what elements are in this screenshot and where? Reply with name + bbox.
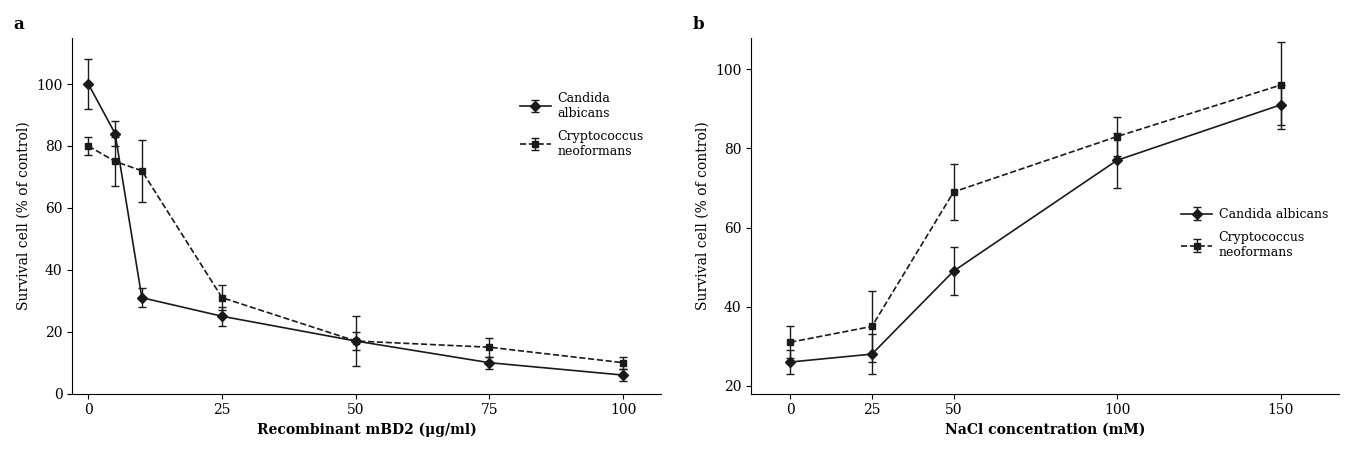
X-axis label: Recombinant mBD2 (μg/ml): Recombinant mBD2 (μg/ml) (256, 423, 476, 437)
Text: a: a (14, 16, 24, 33)
Y-axis label: Survival cell (% of control): Survival cell (% of control) (16, 121, 31, 310)
Legend: Candida albicans, Cryptococcus
neoformans: Candida albicans, Cryptococcus neoforman… (1176, 203, 1333, 264)
Legend: Candida
albicans, Cryptococcus
neoformans: Candida albicans, Cryptococcus neoforman… (515, 87, 648, 163)
Y-axis label: Survival cell (% of control): Survival cell (% of control) (696, 121, 709, 310)
Text: b: b (692, 16, 704, 33)
X-axis label: NaCl concentration (mM): NaCl concentration (mM) (945, 423, 1146, 437)
